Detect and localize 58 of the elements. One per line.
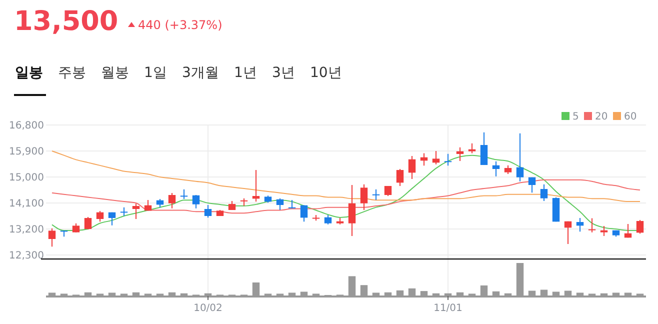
y-tick-label: 14,100	[9, 198, 44, 210]
candlestick	[324, 214, 332, 225]
candlestick	[432, 150, 440, 165]
text: 주봉	[58, 65, 86, 81]
candlestick	[600, 225, 608, 236]
line-series	[52, 150, 640, 202]
candlestick	[588, 218, 596, 233]
candlestick	[516, 132, 524, 182]
candlestick	[288, 199, 296, 209]
candlestick	[228, 200, 236, 210]
candlestick	[396, 168, 404, 186]
y-tick-label: 16,800	[9, 120, 44, 132]
legend-label: 20	[595, 112, 608, 122]
text: 1일	[144, 65, 167, 81]
candlestick	[84, 216, 92, 230]
legend-label: 5	[572, 112, 579, 122]
candlestick	[204, 204, 212, 218]
candlestick	[348, 184, 356, 236]
x-tick-label: 11/01	[434, 303, 462, 314]
candlestick	[372, 188, 380, 200]
y-tick-label: 13,200	[9, 224, 44, 236]
chart-title: 13,500	[14, 6, 118, 37]
candlestick	[576, 217, 584, 232]
text: 3년	[272, 65, 295, 81]
text: 3개월	[182, 65, 219, 81]
candlestick	[192, 194, 200, 209]
candlestick	[408, 156, 416, 180]
candlestick	[132, 203, 140, 220]
candlestick	[492, 160, 500, 177]
y-tick-label: 15,000	[9, 172, 44, 184]
y-tick-label: 15,900	[9, 146, 44, 158]
candlestick	[48, 228, 56, 248]
text: 1년	[234, 65, 257, 81]
candlestick	[360, 184, 368, 210]
candlestick	[444, 153, 452, 166]
candlestick	[636, 219, 644, 234]
chart-subtitle: 440 (+3.37%)	[138, 18, 222, 32]
candlestick	[456, 146, 464, 162]
candlestick	[528, 176, 536, 194]
candlestick	[180, 188, 188, 200]
candlestick	[468, 142, 476, 154]
candlestick	[168, 192, 176, 209]
candlestick	[252, 170, 260, 202]
candlestick	[108, 212, 116, 226]
candlestick	[552, 196, 560, 222]
candlestick	[540, 184, 548, 202]
candlestick	[624, 224, 632, 238]
legend-label: 60	[624, 112, 637, 122]
x-tick-label: 10/02	[194, 303, 222, 314]
candlestick	[276, 198, 284, 210]
candlestick	[96, 210, 104, 222]
candlestick	[300, 204, 308, 222]
candlestick	[480, 132, 488, 166]
y-tick-label: 12,300	[9, 250, 44, 262]
text: 일봉	[15, 65, 43, 81]
text: 10년	[310, 65, 342, 81]
candlestick	[564, 220, 572, 244]
text: 월봉	[101, 65, 129, 81]
